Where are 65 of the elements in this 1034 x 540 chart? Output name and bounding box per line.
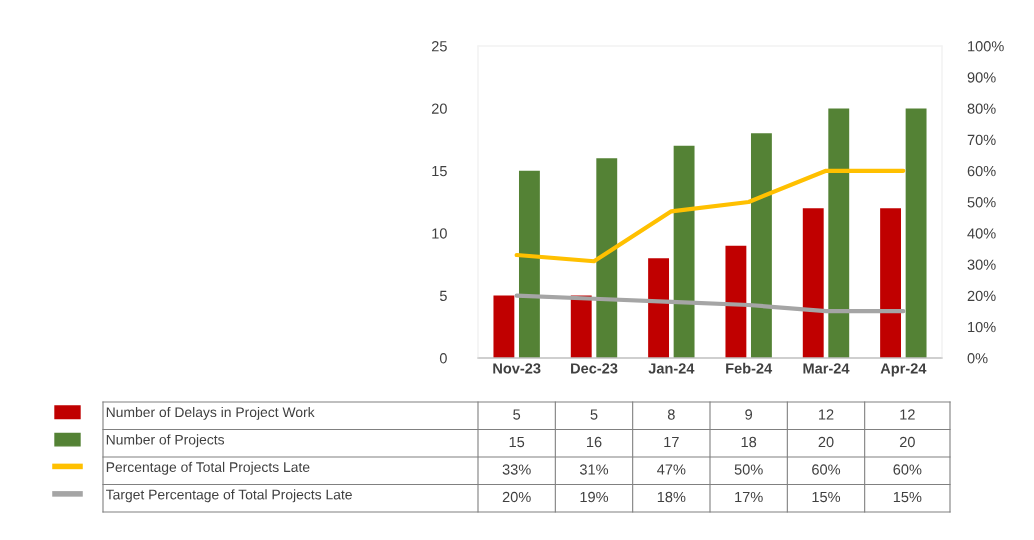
- bar: [596, 158, 618, 358]
- bar: [750, 133, 772, 358]
- data-label: 20%: [502, 491, 531, 503]
- data-label: 17%: [735, 491, 763, 503]
- bar: [905, 108, 927, 358]
- line-series: [514, 168, 906, 264]
- x-tick-label: Apr-24: [880, 363, 927, 377]
- bar: [518, 170, 540, 358]
- y-tick-label: 25: [431, 41, 447, 52]
- bar: [570, 295, 592, 358]
- data-label: 20: [818, 436, 834, 448]
- data-label: 15%: [893, 491, 922, 503]
- bar: [648, 258, 670, 358]
- bar: [802, 208, 824, 358]
- data-label: 12: [900, 409, 915, 420]
- y2-tick-label: 70%: [967, 134, 996, 146]
- x-tick-label: Feb-24: [726, 362, 773, 374]
- data-label: 17: [664, 436, 679, 448]
- y2-tick-label: 60%: [967, 165, 996, 177]
- data-label: 16: [587, 436, 602, 448]
- x-tick-label: Nov-23: [493, 363, 541, 374]
- legend-label: Number of Projects: [106, 434, 225, 448]
- line-series: [514, 293, 906, 314]
- bar: [725, 245, 747, 358]
- y-tick-label: 0: [439, 353, 447, 364]
- y2-tick-label: 100%: [968, 41, 1004, 52]
- bar: [493, 295, 515, 358]
- legend-label: Target Percentage of Total Projects Late: [106, 489, 352, 503]
- data-label: 31%: [579, 464, 609, 475]
- y-tick-label: 10: [432, 228, 447, 239]
- data-label: 60%: [893, 464, 922, 475]
- data-label: 5: [513, 409, 521, 420]
- data-label: 12: [819, 409, 834, 420]
- y2-tick-label: 20%: [967, 290, 996, 302]
- data-label: 8: [667, 409, 675, 420]
- data-label: 15%: [812, 491, 841, 503]
- y-tick-label: 15: [432, 166, 447, 177]
- data-label: 9: [745, 409, 753, 420]
- y2-tick-label: 80%: [967, 103, 996, 114]
- legend-label: Percentage of Total Projects Late: [106, 461, 310, 475]
- data-label: 20: [899, 436, 915, 448]
- y-tick-label: 20: [431, 103, 447, 114]
- data-label: 5: [590, 409, 598, 420]
- y2-tick-label: 30%: [967, 259, 996, 270]
- data-label: 33%: [502, 464, 531, 475]
- bar: [673, 145, 695, 358]
- data-label: 47%: [657, 464, 686, 475]
- y2-tick-label: 10%: [968, 321, 996, 333]
- x-tick-label: Jan-24: [648, 363, 695, 374]
- legend-label: Number of Delays in Project Work: [106, 406, 315, 420]
- data-label: 19%: [580, 491, 609, 503]
- y2-tick-label: 90%: [967, 72, 996, 83]
- data-label: 18%: [657, 491, 686, 503]
- data-label: 60%: [812, 464, 841, 475]
- x-tick-label: Dec-23: [571, 363, 618, 374]
- data-label: 50%: [734, 464, 763, 475]
- y-tick-label: 5: [439, 290, 447, 302]
- x-tick-label: Mar-24: [803, 363, 850, 374]
- data-label: 18: [741, 436, 757, 448]
- y2-tick-label: 0%: [967, 353, 988, 364]
- y2-tick-label: 50%: [967, 197, 996, 208]
- bar: [880, 208, 902, 358]
- data-label: 15: [509, 436, 525, 448]
- y2-tick-label: 40%: [967, 228, 996, 239]
- bar: [828, 108, 850, 358]
